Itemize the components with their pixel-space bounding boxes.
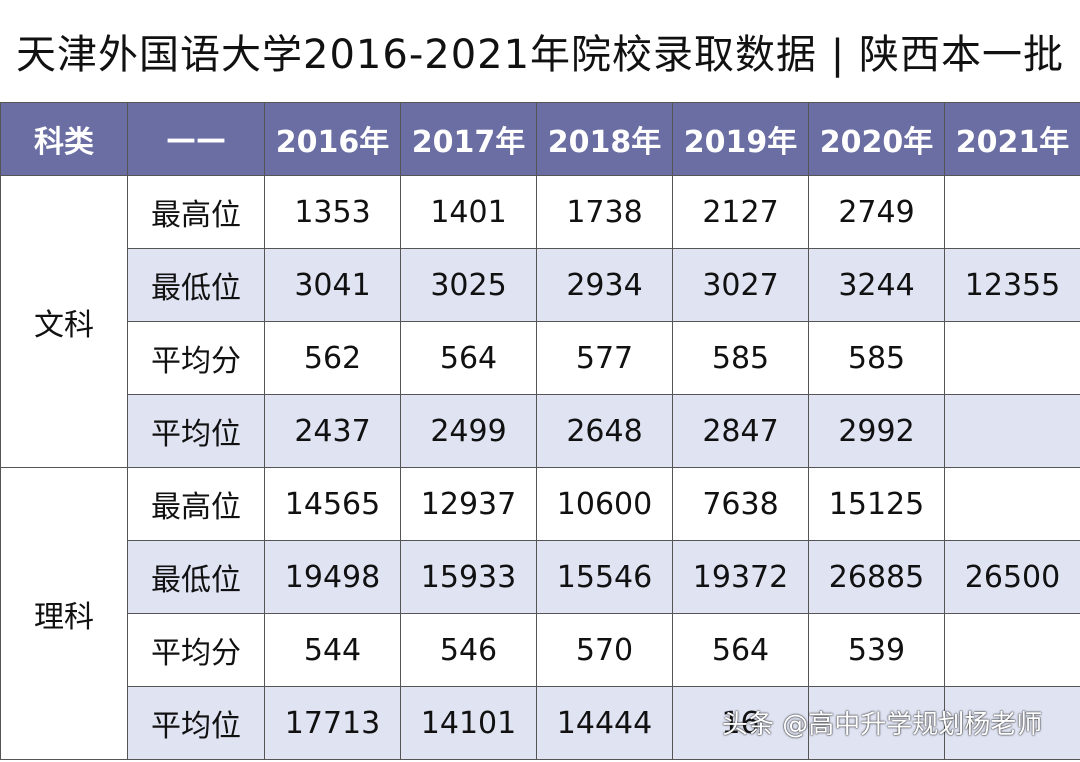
value-cell: 564 — [400, 321, 537, 395]
value-cell: 7638 — [672, 467, 809, 541]
value-cell: 15546 — [536, 540, 673, 614]
header-year: 2017年 — [400, 102, 537, 176]
value-cell — [944, 321, 1080, 395]
value-cell: 15125 — [808, 467, 945, 541]
value-cell: 14565 — [264, 467, 401, 541]
watermark: 头条 @高中升学规划杨老师 — [722, 710, 1043, 740]
value-cell: 12355 — [944, 248, 1080, 322]
table-row: 平均分 562 564 577 585 585 — [1, 321, 1080, 395]
value-cell: 3041 — [264, 248, 401, 322]
subject-cell: 理科 — [0, 467, 128, 760]
metric-cell: 最低位 — [127, 248, 265, 322]
header-year: 2019年 — [672, 102, 809, 176]
metric-cell: 最高位 — [127, 467, 265, 541]
value-cell — [944, 613, 1080, 687]
value-cell: 546 — [400, 613, 537, 687]
admission-table: 科类 —— 2016年 2017年 2018年 2019年 2020年 2021… — [0, 102, 1080, 760]
header-year: 2016年 — [264, 102, 401, 176]
table-row: 平均位 2437 2499 2648 2847 2992 — [1, 394, 1080, 468]
metric-cell: 最低位 — [127, 540, 265, 614]
value-cell — [944, 686, 1080, 760]
value-cell: 2749 — [808, 175, 945, 249]
value-cell: 19372 — [672, 540, 809, 614]
value-cell: 2499 — [400, 394, 537, 468]
value-cell: 2992 — [808, 394, 945, 468]
table-row: 理科 最高位 14565 12937 10600 7638 15125 — [0, 467, 1080, 760]
value-cell: 3027 — [672, 248, 809, 322]
value-cell: 564 — [672, 613, 809, 687]
value-cell: 544 — [264, 613, 401, 687]
table-row: 文科 最高位 1353 1401 1738 2127 2749 — [0, 175, 1080, 468]
subject-cell: 文科 — [0, 175, 128, 468]
value-cell: 1738 — [536, 175, 673, 249]
value-cell: 539 — [808, 613, 945, 687]
value-cell: 14101 — [400, 686, 537, 760]
metric-cell: 平均分 — [127, 613, 265, 687]
metric-cell: 平均位 — [127, 686, 265, 760]
value-cell — [944, 467, 1080, 541]
value-cell: 12937 — [400, 467, 537, 541]
page-title: 天津外国语大学2016-2021年院校录取数据 | 陕西本一批 — [16, 32, 1064, 78]
value-cell: 585 — [672, 321, 809, 395]
metric-cell: 平均分 — [127, 321, 265, 395]
value-cell: 14444 — [536, 686, 673, 760]
value-cell: 570 — [536, 613, 673, 687]
value-cell: 15933 — [400, 540, 537, 614]
metric-cell: 平均位 — [127, 394, 265, 468]
header-metric: —— — [127, 102, 265, 176]
value-cell: 1353 — [264, 175, 401, 249]
value-cell: 1401 — [400, 175, 537, 249]
value-cell: 2127 — [672, 175, 809, 249]
header-subject: 科类 — [0, 102, 128, 176]
value-cell: 2934 — [536, 248, 673, 322]
table-body: 文科 最高位 1353 1401 1738 2127 2749 最低位 3041 3025 2934… — [0, 175, 1080, 760]
value-cell — [944, 394, 1080, 468]
value-cell: 19498 — [264, 540, 401, 614]
value-cell: 10600 — [536, 467, 673, 541]
value-cell: 585 — [808, 321, 945, 395]
value-cell: 26500 — [944, 540, 1080, 614]
table-row: 最低位 19498 15933 15546 19372 26885 26500 — [1, 540, 1080, 614]
header-year: 2021年 — [944, 102, 1080, 176]
value-cell — [808, 686, 945, 760]
value-cell — [944, 175, 1080, 249]
value-cell: 26885 — [808, 540, 945, 614]
metric-cell: 最高位 — [127, 175, 265, 249]
value-cell: 2648 — [536, 394, 673, 468]
value-cell: 3025 — [400, 248, 537, 322]
header-year: 2018年 — [536, 102, 673, 176]
table-row: 最低位 3041 3025 2934 3027 3244 12355 — [1, 248, 1080, 322]
value-cell: 16 — [672, 686, 809, 760]
value-cell: 2437 — [264, 394, 401, 468]
value-cell: 17713 — [264, 686, 401, 760]
table-row: 平均位 17713 14101 14444 16 — [1, 686, 1080, 760]
table-header-row: 科类 —— 2016年 2017年 2018年 2019年 2020年 2021… — [0, 102, 1080, 176]
value-cell: 2847 — [672, 394, 809, 468]
value-cell: 3244 — [808, 248, 945, 322]
header-year: 2020年 — [808, 102, 945, 176]
value-cell: 577 — [536, 321, 673, 395]
table-row: 平均分 544 546 570 564 539 — [1, 613, 1080, 687]
value-cell: 562 — [264, 321, 401, 395]
